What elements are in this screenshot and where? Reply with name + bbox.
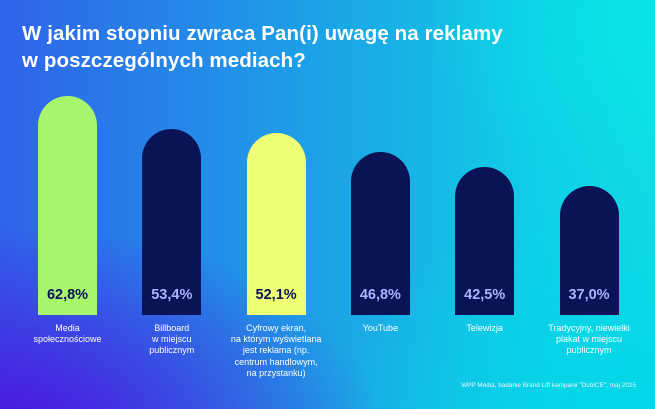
bar-3 <box>246 133 306 315</box>
category-label: Media społecznościowe <box>33 323 102 345</box>
bar-value-label: 37,0% <box>568 287 610 303</box>
category-label: Tradycyjny, niewielki plakat w miejscu p… <box>548 323 630 356</box>
bar-value-label: 52,1% <box>255 287 297 303</box>
category-label: Cyfrowy ekran, na którym wyświetlana jes… <box>230 323 322 378</box>
bar-value-label: 46,8% <box>359 287 401 303</box>
category-label: Billboard w miejscu publicznym <box>149 323 195 356</box>
bar-value-label: 62,8% <box>46 287 89 303</box>
bar-2 <box>142 128 202 315</box>
chart-title-line-2: w poszczególnych mediach? <box>22 49 306 72</box>
category-label: Telewizja <box>466 323 503 333</box>
bar-5 <box>455 166 515 315</box>
source-note: WPP Media, badanie Brand Lift kampanii "… <box>461 382 636 389</box>
bar-value-label: 53,4% <box>151 287 193 303</box>
category-label: YouTube <box>362 323 399 333</box>
bar-4 <box>350 151 410 315</box>
chart-title-line-1: W jakim stopniu zwraca Pan(i) uwagę na r… <box>22 22 503 45</box>
bar-6 <box>559 185 619 315</box>
bar-value-label: 42,5% <box>464 287 506 303</box>
bar-1 <box>38 96 97 315</box>
